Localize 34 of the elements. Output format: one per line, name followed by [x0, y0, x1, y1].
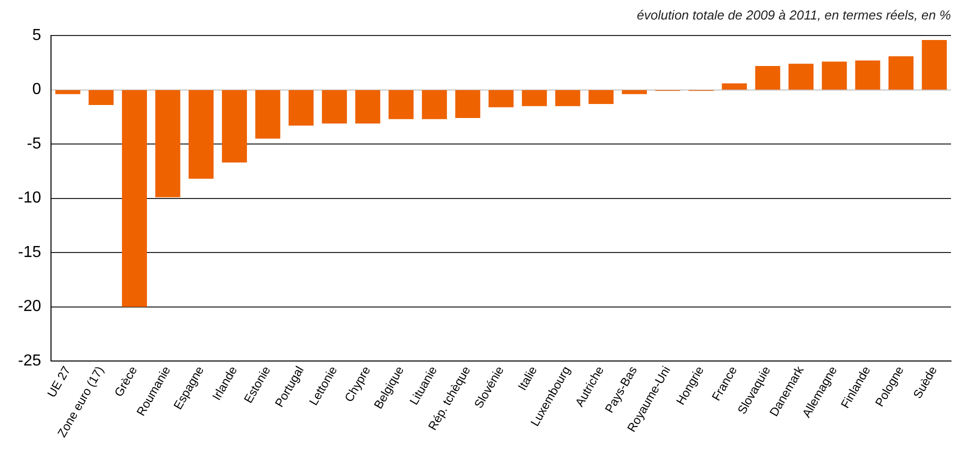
bar: [788, 64, 814, 90]
y-tick-label: -25: [18, 352, 42, 370]
bar: [55, 90, 80, 94]
bar: [288, 90, 314, 126]
y-tick-label: -10: [18, 190, 42, 207]
y-tick-label: 5: [32, 27, 42, 44]
bar: [455, 90, 480, 118]
bar: [855, 60, 880, 90]
bar: [422, 90, 447, 120]
bar: [888, 56, 914, 90]
bar: [355, 90, 380, 124]
bar: [588, 90, 614, 104]
bar: [388, 90, 414, 120]
bar: [622, 90, 647, 94]
bar: [88, 90, 114, 106]
bar: [155, 90, 180, 198]
y-tick-label: -20: [18, 298, 42, 316]
bar: [488, 90, 514, 108]
bar: [322, 90, 347, 124]
chart-title: évolution totale de 2009 à 2011, en termes réels, en %: [636, 7, 951, 22]
bar: [555, 90, 580, 106]
bar: [755, 66, 780, 90]
bar: [722, 83, 747, 90]
y-tick-label: -5: [26, 135, 42, 152]
y-tick-label: 0: [32, 81, 42, 98]
bar: [822, 62, 847, 90]
bar: [122, 90, 147, 307]
bar: [188, 90, 214, 179]
bar: [522, 90, 547, 106]
x-tick-label: UE 27: [44, 364, 74, 400]
y-tick-label: -15: [18, 244, 42, 261]
bar: [922, 40, 947, 90]
bar: [255, 90, 280, 139]
bar: [222, 90, 247, 163]
